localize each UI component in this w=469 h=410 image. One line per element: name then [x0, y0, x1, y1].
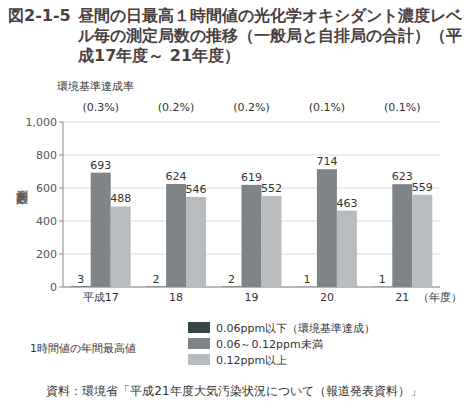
tick-mark [59, 254, 63, 255]
bar [166, 184, 186, 287]
legend-swatch [188, 322, 210, 333]
tick-mark [59, 155, 63, 156]
bar [372, 286, 392, 287]
bar [222, 286, 242, 287]
data-label: 624 [166, 170, 187, 183]
category-label: 18 [169, 291, 183, 304]
tick-mark [59, 188, 63, 189]
bar [337, 211, 357, 287]
tick-label: 800 [36, 149, 57, 162]
bar [317, 169, 337, 287]
data-label: 623 [392, 170, 413, 183]
grid-line [63, 155, 440, 156]
tick-label: 600 [36, 182, 57, 195]
category-label: 20 [320, 291, 334, 304]
data-label: 693 [90, 159, 111, 172]
bars [71, 169, 433, 287]
data-label: 552 [261, 182, 282, 195]
legend-swatch [188, 338, 210, 349]
data-label: 619 [241, 171, 262, 184]
source: 資料：環境省「平成21年度大気汚染状況について（報道発表資料）」 [46, 384, 421, 398]
data-label: 3 [77, 273, 84, 286]
legend: 0.06ppm以下（環境基準達成） 0.06～0.12ppm未満 0.12ppm以上… [30, 322, 375, 367]
bar [71, 286, 91, 287]
x-axis-label: （年度） [418, 291, 462, 304]
data-label: 714 [316, 155, 337, 168]
rate-title: 環境基準達成率 [57, 80, 134, 93]
data-label: 488 [110, 192, 131, 205]
legend-label: 0.06～0.12ppm未満 [216, 338, 323, 351]
chart: 0 200 400 600 800 1,000 測定局数 3 693 488 平成17 (0.3%) 2… [0, 0, 469, 410]
rate-label: (0.3%) [82, 101, 119, 114]
legend-title: 1時間値の年間最高値 [30, 342, 136, 355]
bar [91, 173, 111, 287]
bar [297, 286, 317, 287]
title: 昼間の日最高１時間値の光化学オキシダント濃度レベル毎の測定局数の推移（一般局と自… [78, 6, 463, 66]
data-label: 546 [186, 183, 207, 196]
tick-label: 1,000 [26, 116, 58, 129]
data-label: 559 [412, 181, 433, 194]
figure-number: 図2-1-5 [8, 6, 71, 27]
rate-label: (0.1%) [384, 101, 421, 114]
bar [262, 196, 282, 287]
data-label: 1 [379, 273, 386, 286]
bar [186, 197, 206, 287]
rate-label: (0.1%) [309, 101, 346, 114]
legend-swatch [188, 354, 210, 365]
bar [146, 286, 166, 287]
category-label: 21 [395, 291, 409, 304]
data-label: 2 [228, 273, 235, 286]
y-axis [63, 122, 64, 287]
bar [412, 195, 432, 287]
category-label: 19 [245, 291, 259, 304]
tick-mark [59, 122, 63, 123]
rate-label: (0.2%) [233, 101, 270, 114]
data-label: 1 [303, 273, 310, 286]
figure: 図2-1-5 昼間の日最高１時間値の光化学オキシダント濃度レベル毎の測定局数の推… [0, 0, 469, 410]
tick-label: 200 [36, 248, 57, 261]
tick-label: 0 [50, 281, 57, 294]
legend-label: 0.12ppm以上 [216, 354, 287, 367]
bar [242, 185, 262, 287]
category-label: 平成17 [83, 291, 119, 304]
tick-mark [59, 287, 63, 288]
bar [111, 206, 131, 287]
rate-label: (0.2%) [158, 101, 195, 114]
tick-label: 400 [36, 215, 57, 228]
tick-mark [59, 221, 63, 222]
y-axis-label: 測定局数 [15, 180, 29, 205]
legend-label: 0.06ppm以下（環境基準達成） [216, 322, 375, 335]
data-label: 2 [153, 273, 160, 286]
data-label: 463 [336, 197, 357, 210]
grid-line [63, 122, 440, 123]
bar [392, 184, 412, 287]
